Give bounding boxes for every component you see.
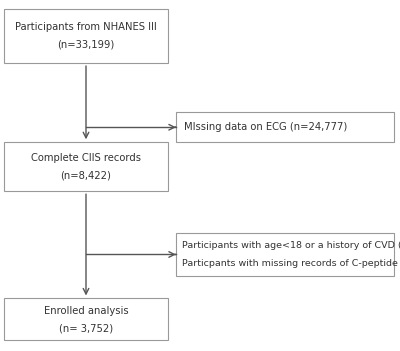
FancyBboxPatch shape [176, 233, 394, 276]
FancyBboxPatch shape [4, 9, 168, 63]
Text: Participants from NHANES III: Participants from NHANES III [15, 22, 157, 32]
Text: Complete CIIS records: Complete CIIS records [31, 153, 141, 163]
FancyBboxPatch shape [4, 298, 168, 340]
Text: (n= 3,752): (n= 3,752) [59, 323, 113, 333]
Text: MIssing data on ECG (n=24,777): MIssing data on ECG (n=24,777) [184, 122, 347, 132]
Text: Participants with age<18 or a history of CVD (n=1,974);: Participants with age<18 or a history of… [182, 241, 400, 250]
Text: Enrolled analysis: Enrolled analysis [44, 306, 128, 316]
FancyBboxPatch shape [176, 112, 394, 142]
Text: Particpants with missing records of C-peptide (n=2,696): Particpants with missing records of C-pe… [182, 259, 400, 268]
Text: (n=8,422): (n=8,422) [60, 171, 112, 180]
Text: (n=33,199): (n=33,199) [57, 40, 115, 50]
FancyBboxPatch shape [4, 142, 168, 191]
